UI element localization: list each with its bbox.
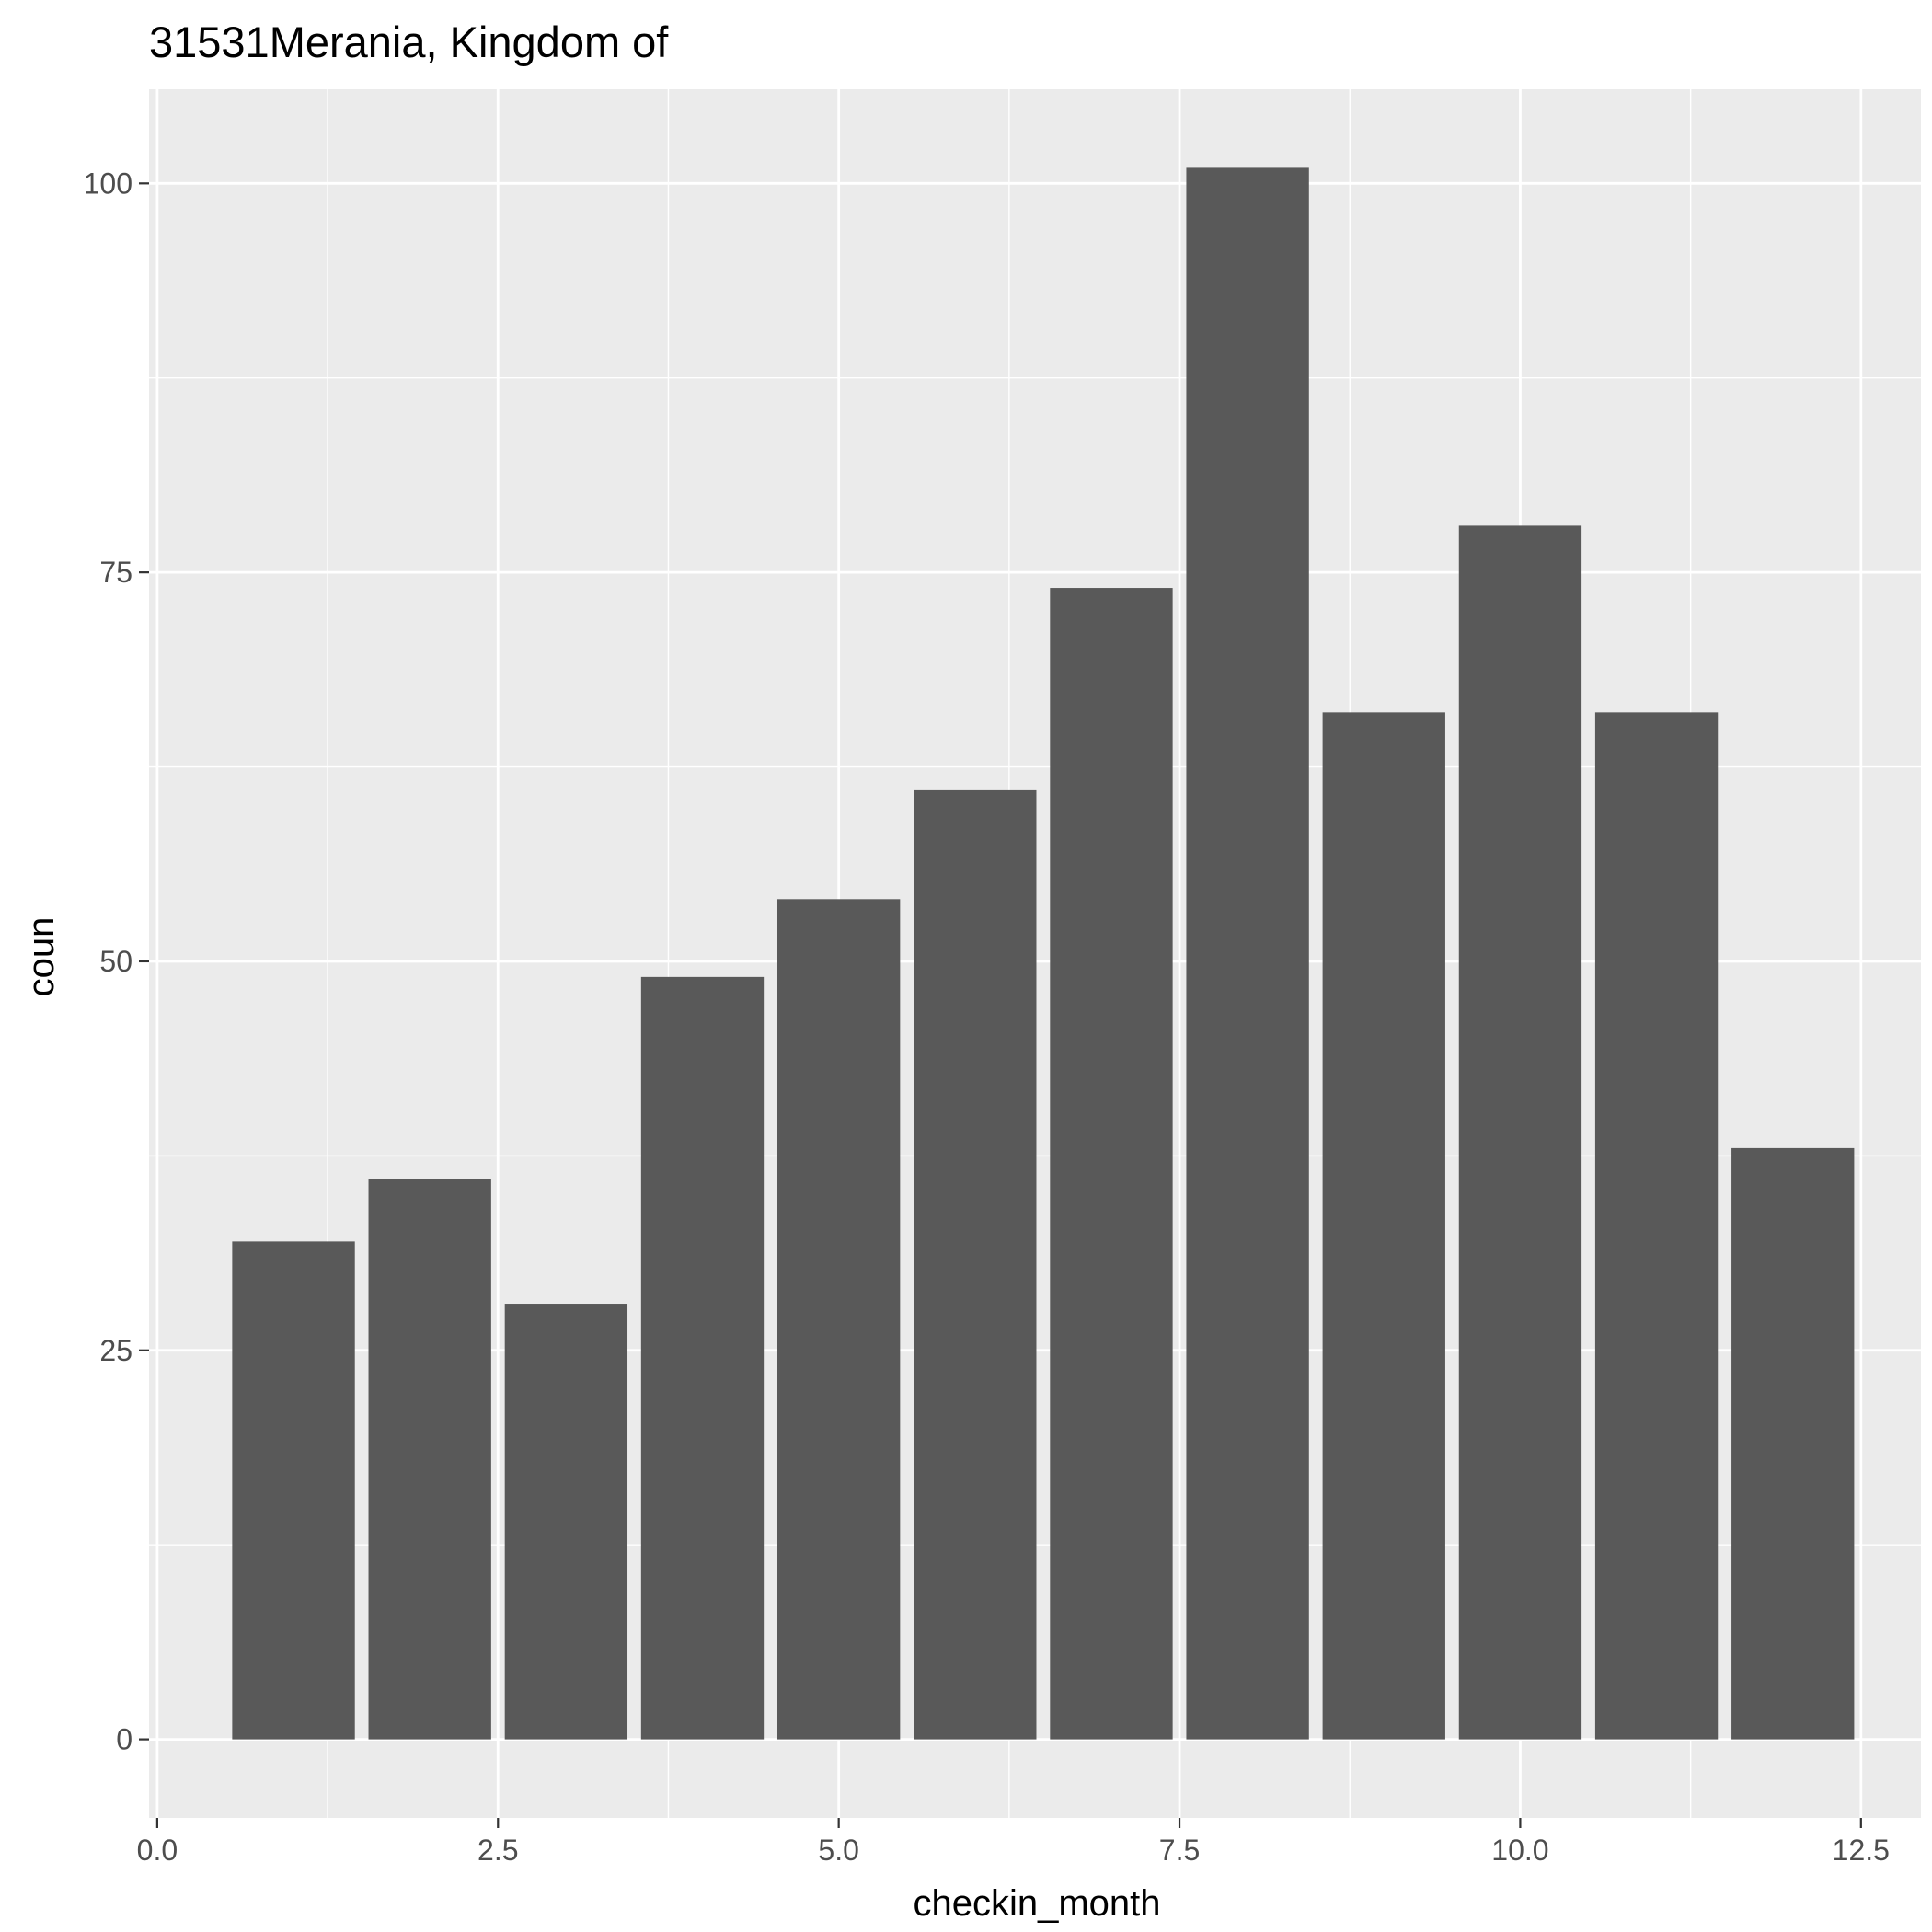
x-axis: 0.0 2.5 5.0 7.5 10.0 12.5 bbox=[137, 1818, 1890, 1867]
bar bbox=[1731, 1147, 1855, 1740]
bar bbox=[232, 1241, 355, 1740]
y-tick-label: 0 bbox=[116, 1723, 132, 1756]
x-tick-label: 2.5 bbox=[477, 1834, 518, 1867]
y-tick-label: 100 bbox=[84, 167, 132, 200]
y-axis: 0 25 50 75 100 bbox=[84, 167, 149, 1756]
x-axis-title: checkin_month bbox=[913, 1883, 1160, 1924]
bar bbox=[914, 789, 1037, 1740]
bar bbox=[1186, 167, 1309, 1740]
bar bbox=[504, 1304, 628, 1740]
x-tick-label: 10.0 bbox=[1491, 1834, 1548, 1867]
bar bbox=[1322, 712, 1445, 1740]
bars bbox=[232, 167, 1855, 1740]
bar bbox=[776, 899, 901, 1740]
bar bbox=[1458, 525, 1582, 1740]
x-tick-label: 12.5 bbox=[1833, 1834, 1890, 1867]
x-tick-label: 0.0 bbox=[137, 1834, 178, 1867]
y-tick-label: 75 bbox=[99, 556, 132, 589]
bar bbox=[1050, 588, 1173, 1740]
y-tick-label: 25 bbox=[99, 1334, 132, 1367]
bar bbox=[1594, 712, 1719, 1740]
y-axis-title: coun bbox=[21, 917, 62, 997]
bar bbox=[640, 976, 765, 1740]
y-tick-label: 50 bbox=[99, 945, 132, 978]
x-tick-label: 5.0 bbox=[818, 1834, 858, 1867]
chart-title: 31531Merania, Kingdom of bbox=[149, 17, 669, 66]
bar bbox=[368, 1179, 491, 1740]
x-tick-label: 7.5 bbox=[1159, 1834, 1200, 1867]
